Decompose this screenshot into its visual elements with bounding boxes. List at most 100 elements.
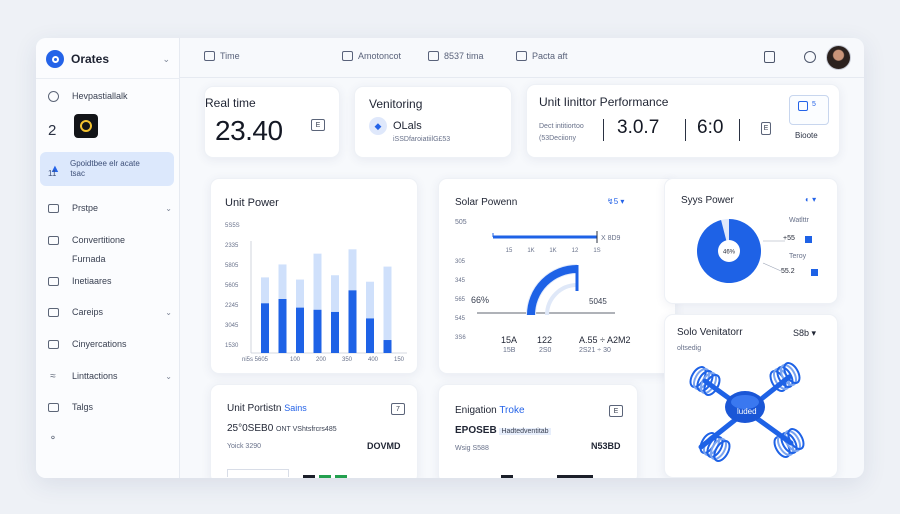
solar-title: Solar Powenn <box>455 197 518 208</box>
sys-legend-0-label: Watlttr <box>789 217 809 224</box>
coil-ring <box>709 438 728 460</box>
tab-time[interactable]: Time <box>204 51 240 61</box>
y-tick-label: 2245 <box>225 303 239 309</box>
monitoring-sub: iSSDfaroiatiilG£53 <box>393 136 451 143</box>
tag-icon <box>46 401 60 413</box>
settings-icon: ⚬ <box>48 432 58 444</box>
unit-portis-title: Unit Portistn Sains <box>227 403 307 414</box>
sidebar-active-line2: tsac <box>70 169 85 178</box>
engagement-value-text: EPOSEB <box>455 425 497 436</box>
engagement-sub: Wsig S588 <box>455 445 489 452</box>
mail-icon <box>46 306 60 318</box>
tab-time2-label: 8537 tima <box>444 51 484 61</box>
engagement-title-text: Enigation <box>455 405 497 416</box>
solar-val-2-top: A.55 ÷ A2M2 <box>579 335 631 345</box>
sidebar-item-label: Linttactions <box>72 371 118 381</box>
donut-label: 46% <box>723 250 736 256</box>
solar-val-0-top: 15A <box>501 335 518 345</box>
solar-axis-right: X 8D9 <box>601 235 621 242</box>
sidebar-item-4[interactable]: Inetiaares <box>46 271 172 291</box>
bar-light <box>313 253 322 353</box>
ventilator-badge[interactable]: S8b ▾ <box>793 328 817 338</box>
coil-ring <box>713 440 731 462</box>
bar-light <box>366 281 374 353</box>
solar-tick-label: 1K <box>527 248 534 254</box>
engagement-right: N53BD <box>591 441 621 451</box>
realtime-value: 23.40 <box>215 115 283 146</box>
tab-pacts[interactable]: Pacta aft <box>516 51 568 61</box>
calendar-icon <box>46 338 60 350</box>
y-tick-label: 1530 <box>225 343 239 349</box>
performance-box[interactable]: E <box>761 122 771 135</box>
solar-tick-label: 12 <box>572 248 579 254</box>
unit-power-card: Unit Power 5S5S 2335 5805 5605 2245 3045 1530 n… <box>210 178 418 374</box>
sidebar-item-1[interactable]: Prstpe ⌄ <box>46 198 172 218</box>
performance-title: Unit Iinittor Performance <box>539 95 669 109</box>
sidebar-settings[interactable]: ⚬ <box>46 428 172 448</box>
solar-val-2-bottom: 2S21 ÷ 30 <box>579 347 611 354</box>
tab-announce[interactable]: Amotoncot <box>342 51 401 61</box>
donut-leader <box>762 262 782 272</box>
unit-portis-right: DOVMD <box>367 441 401 451</box>
bar <box>313 309 322 353</box>
solar-y-label: 565 <box>455 297 466 303</box>
realtime-box[interactable]: E <box>311 119 325 131</box>
bar <box>296 307 304 353</box>
sidebar-item-7[interactable]: ≈ Linttactions ⌄ <box>46 366 172 386</box>
window-icon[interactable] <box>764 51 775 63</box>
solar-tick-label: 1K <box>549 248 556 254</box>
sidebar-item-0[interactable]: Hevpastiallalk <box>46 86 172 106</box>
donut-hole <box>718 240 740 262</box>
sidebar-item-2[interactable]: Convertitione <box>46 230 172 250</box>
solar-y-label: 545 <box>455 316 466 322</box>
brand-name: Orates <box>71 52 110 66</box>
sidebar-item-label: Careips <box>72 307 104 317</box>
realtime-card: Real time 23.40 E <box>204 86 340 158</box>
solar-badge[interactable]: ↯5 ▾ <box>607 197 625 206</box>
engagement-box[interactable]: E <box>609 405 623 417</box>
share-icon <box>46 234 60 246</box>
app-shortcut-icon[interactable] <box>74 114 98 138</box>
solar-y-label: 3S6 <box>455 335 466 341</box>
sidebar-item-8[interactable]: Talgs <box>46 397 172 417</box>
sidebar-item-label: Cinyercations <box>72 339 127 349</box>
performance-value1: 3.0.7 <box>617 117 660 138</box>
app-window: Orates ⌄ Hevpastiallalk 2 ▲ Gpoidtbee el… <box>36 38 864 478</box>
unit-power-chart: 5S5S 2335 5805 5605 2245 3045 1530 ni5s 5605 100… <box>225 223 407 363</box>
sys-power-menu[interactable]: ◐ ▾ <box>805 195 817 204</box>
sys-legend-1-value: 55.2 <box>781 268 795 275</box>
solar-gauge-right: 5045 <box>589 297 607 306</box>
sidebar-item-3[interactable]: Furnada <box>46 249 172 269</box>
solar-chart: 15 1K 1K 12 1S 305 345 565 545 3S6 <box>455 231 615 341</box>
sidebar-item-5[interactable]: Careips ⌄ <box>46 302 172 322</box>
ventilator-coil <box>769 362 801 392</box>
tab-announce-label: Amotoncot <box>358 51 402 61</box>
solar-card: Solar Powenn ↯5 ▾ 505 X 8D9 15 1K 1K 12 1S 30… <box>438 178 676 374</box>
engagement-card: Enigation Troke E EPOSEB Hadtedventitab … <box>438 384 638 478</box>
sidebar-item-active[interactable]: ▲ Gpoidtbee elr acate 11 tsac <box>40 152 174 186</box>
notification-icon[interactable] <box>804 51 816 63</box>
bar <box>331 311 339 353</box>
tab-pacts-label: Pacta aft <box>532 51 568 61</box>
sidebar-item-6[interactable]: Cinyercations <box>46 334 172 354</box>
chevron-down-icon[interactable]: ⌄ <box>162 53 170 64</box>
unit-portis-card: Unit Portistn Sains 7 25°0SEB0 ONT VShts… <box>210 384 418 478</box>
y-tick-label: 5805 <box>225 263 239 269</box>
unit-portis-value-text: 25°0SEB0 <box>227 423 274 434</box>
performance-action-button[interactable]: 5 <box>789 95 829 125</box>
ventilator-hub-top <box>731 395 759 409</box>
sys-legend-1-swatch <box>811 269 818 276</box>
coil-ring <box>779 364 798 386</box>
brand[interactable]: Orates ⌄ <box>46 48 170 70</box>
unit-portis-box[interactable]: 7 <box>391 403 405 415</box>
wave-icon: ≈ <box>50 370 56 382</box>
image-icon <box>428 51 439 61</box>
x-tick-label: 400 <box>368 357 379 363</box>
gauge-fill <box>527 265 578 316</box>
avatar[interactable] <box>826 45 851 70</box>
sidebar-item-label: Convertitione <box>72 235 126 245</box>
x-tick-label: 150 <box>394 357 405 363</box>
x-tick-label: ni5s 5605 <box>242 357 269 363</box>
tab-time2[interactable]: 8537 tima <box>428 51 484 61</box>
unit-portis-title-text: Unit Portistn <box>227 403 282 414</box>
